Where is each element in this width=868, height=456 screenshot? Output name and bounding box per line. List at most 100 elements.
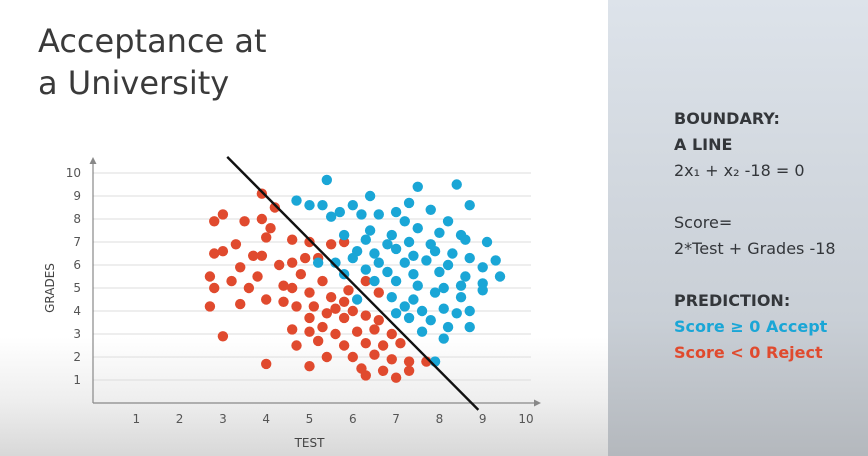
score-formula: 2*Test + Grades -18 (674, 239, 836, 258)
data-point (317, 321, 328, 333)
data-point (209, 216, 220, 227)
data-point (455, 280, 467, 291)
data-point (256, 250, 268, 261)
data-point (425, 315, 436, 326)
data-point (325, 211, 337, 222)
x-tick-label: 6 (349, 412, 357, 426)
data-point (412, 280, 423, 291)
data-points (204, 174, 506, 383)
x-tick-label: 10 (518, 412, 533, 426)
data-point (351, 326, 363, 337)
y-axis-label: GRADES (43, 263, 57, 313)
reject-rule: Score < 0 Reject (674, 343, 823, 362)
data-point (360, 275, 371, 287)
data-point (373, 257, 384, 268)
data-point (390, 308, 402, 319)
x-axis-arrow (534, 399, 541, 407)
data-point (226, 275, 237, 287)
y-tick-label: 4 (73, 304, 81, 318)
accept-rule: Score ≥ 0 Accept (674, 317, 828, 336)
data-point (338, 229, 350, 241)
data-point (347, 351, 358, 363)
data-point (265, 223, 276, 234)
data-point (304, 200, 315, 211)
explanation-panel: BOUNDARY: A LINE 2x₁ + x₂ -18 = 0 Score=… (674, 106, 864, 366)
data-point (295, 269, 307, 280)
y-tick-label: 8 (73, 212, 81, 226)
x-tick-label: 3 (219, 412, 227, 426)
data-point (330, 257, 341, 268)
data-point (356, 209, 367, 220)
data-point (308, 301, 320, 312)
data-point (360, 234, 371, 245)
y-tick-label: 1 (73, 373, 81, 387)
data-point (477, 262, 488, 273)
data-point (369, 248, 380, 259)
data-point (490, 255, 501, 266)
data-point (286, 324, 298, 335)
slide-title: Acceptance at a University (38, 20, 267, 104)
data-point (403, 197, 415, 209)
data-point (334, 206, 346, 218)
data-point (304, 326, 315, 337)
data-point (347, 252, 358, 264)
data-point (209, 282, 220, 294)
data-point (455, 292, 467, 303)
data-point (403, 365, 415, 376)
data-point (360, 264, 371, 275)
data-point (261, 358, 272, 370)
data-point (325, 239, 337, 250)
data-point (416, 326, 428, 337)
data-point (408, 269, 419, 280)
data-point (291, 340, 302, 351)
data-point (304, 312, 315, 324)
data-point (204, 271, 216, 282)
data-point (286, 234, 298, 245)
boundary-subheading: A LINE (674, 135, 733, 154)
data-point (390, 275, 402, 287)
data-point (460, 271, 471, 282)
data-point (373, 315, 384, 326)
data-point (343, 285, 354, 296)
data-point (209, 248, 220, 259)
data-point (390, 206, 402, 218)
data-point (403, 312, 415, 324)
data-point (360, 338, 371, 349)
data-point (286, 257, 298, 268)
data-point (386, 229, 397, 241)
data-point (416, 305, 428, 317)
data-point (403, 356, 415, 367)
data-point (312, 335, 324, 347)
y-tick-label: 6 (73, 258, 81, 272)
data-point (421, 255, 432, 266)
data-point (360, 310, 371, 321)
data-point (317, 275, 328, 287)
y-tick-label: 3 (73, 327, 81, 341)
data-point (429, 287, 441, 298)
data-point (390, 243, 402, 255)
data-point (460, 234, 471, 245)
data-point (338, 312, 350, 324)
data-point (425, 204, 436, 215)
data-point (377, 365, 389, 376)
data-point (217, 331, 229, 342)
boundary-line (226, 156, 480, 411)
data-point (204, 301, 216, 312)
prediction-heading: PREDICTION: (674, 291, 791, 310)
x-axis-label: TEST (294, 436, 326, 450)
data-point (317, 200, 328, 211)
data-point (261, 232, 272, 243)
x-tick-label: 7 (392, 412, 400, 426)
data-point (347, 200, 358, 211)
y-tick-label: 2 (73, 350, 81, 364)
data-point (312, 257, 324, 268)
data-point (382, 266, 393, 278)
data-point (256, 213, 268, 225)
data-point (235, 262, 246, 273)
data-point (360, 370, 371, 381)
boundary-heading: BOUNDARY: (674, 109, 780, 128)
data-point (451, 179, 462, 190)
x-tick-label: 5 (306, 412, 314, 426)
data-point (338, 296, 350, 307)
data-point (217, 246, 229, 257)
